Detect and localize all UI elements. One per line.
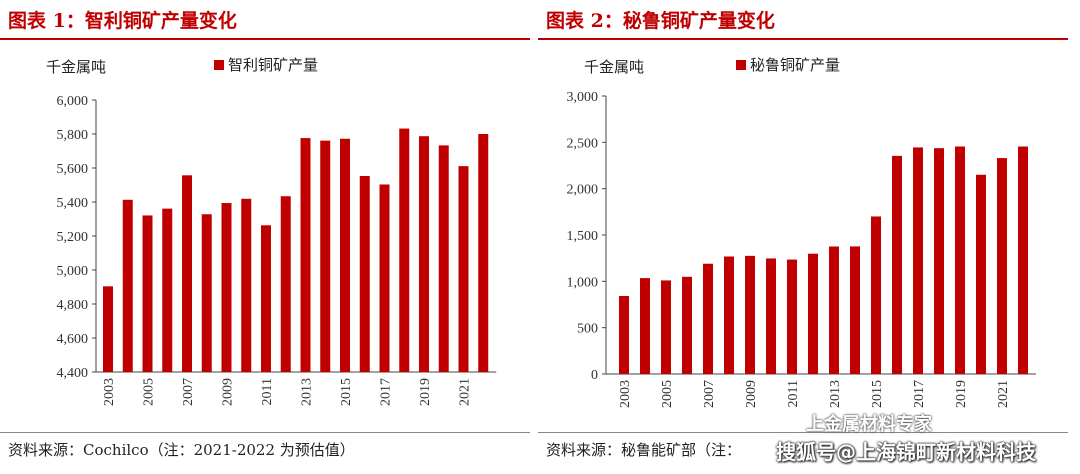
bar-2010 xyxy=(241,198,252,372)
x-tick-label: 2021 xyxy=(996,380,1011,408)
y-tick-label: 4,800 xyxy=(57,298,89,313)
bar-2020 xyxy=(438,145,449,372)
chart-panel-peru: 图表 2：秘鲁铜矿产量变化 千金属吨 秘鲁铜矿产量 0 500 1,000 1,500 2,… xyxy=(538,0,1068,474)
y-tick-label: 5,000 xyxy=(57,264,89,279)
x-tick-label: 2011 xyxy=(260,378,275,405)
y-tick-label: 2,500 xyxy=(567,136,599,151)
bar-2021 xyxy=(997,158,1007,374)
bar-2020 xyxy=(976,174,986,374)
bar-2006 xyxy=(682,276,692,374)
x-tick-label: 2009 xyxy=(744,380,759,408)
chart-title: 图表 2：秘鲁铜矿产量变化 xyxy=(546,10,775,32)
x-tick-label: 2011 xyxy=(786,380,801,407)
bar-2015 xyxy=(340,138,350,372)
x-tick-label: 2013 xyxy=(300,378,315,406)
x-tick-label: 2005 xyxy=(660,380,675,408)
bar-2005 xyxy=(142,215,153,372)
bar-2016 xyxy=(359,175,370,372)
watermark-text: 搜狐号@上海锦町新材料科技 xyxy=(776,440,1036,464)
x-tick-label: 2019 xyxy=(418,378,433,406)
bar-2003 xyxy=(103,286,113,372)
y-tick-label: 5,200 xyxy=(57,230,89,245)
y-tick-label: 5,600 xyxy=(57,162,89,177)
x-tick-label: 2021 xyxy=(458,378,473,406)
y-tick-label: 3,000 xyxy=(567,90,599,105)
x-tick-label: 2007 xyxy=(702,380,717,408)
x-tick-label: 2013 xyxy=(828,380,843,408)
title-rule xyxy=(0,38,530,40)
bar-2018 xyxy=(399,128,410,372)
x-tick-label: 2003 xyxy=(102,378,117,406)
x-tick-label: 2003 xyxy=(618,380,633,408)
x-tick-label: 2007 xyxy=(181,378,196,406)
bar-2004 xyxy=(640,278,650,374)
x-tick-label: 2015 xyxy=(339,378,354,406)
y-tick-label: 4,600 xyxy=(57,332,89,347)
x-tick-label: 2015 xyxy=(870,380,885,408)
y-tick-label: 500 xyxy=(577,322,598,337)
legend-label: 秘鲁铜矿产量 xyxy=(750,56,840,74)
legend-swatch xyxy=(736,60,746,70)
y-tick-label: 5,800 xyxy=(57,128,89,143)
bar-2022 xyxy=(1018,146,1028,374)
y-tick-label: 6,000 xyxy=(57,94,89,109)
bar-2013 xyxy=(829,246,839,374)
bar-2011 xyxy=(261,225,271,372)
y-axis-label: 千金属吨 xyxy=(46,58,106,76)
bar-2011 xyxy=(787,259,797,374)
bar-2019 xyxy=(419,136,429,372)
source-rule xyxy=(538,432,1068,433)
x-tick-label: 2005 xyxy=(142,378,157,406)
y-tick-label: 4,400 xyxy=(57,366,89,381)
bar-2009 xyxy=(745,255,755,374)
y-tick-label: 2,000 xyxy=(567,183,599,198)
bar-2013 xyxy=(300,138,311,372)
x-tick-label: 2009 xyxy=(221,378,236,406)
chart-panel-chile: 图表 1：智利铜矿产量变化 千金属吨 智利铜矿产量 4,400 4,600 4,800 5… xyxy=(0,0,530,474)
bar-2017 xyxy=(913,147,923,374)
title-rule xyxy=(538,38,1068,40)
x-tick-label: 2019 xyxy=(954,380,969,408)
bar-2014 xyxy=(320,140,331,372)
x-tick-label: 2017 xyxy=(379,378,394,406)
bar-2016 xyxy=(892,155,902,374)
y-tick-label: 0 xyxy=(591,368,598,383)
x-tick-label: 2017 xyxy=(912,380,927,408)
bar-2003 xyxy=(619,295,629,374)
legend-label: 智利铜矿产量 xyxy=(228,56,318,74)
peru-copper-chart: 千金属吨 秘鲁铜矿产量 0 500 1,000 1,500 2,000 2,500 3,000 2… xyxy=(567,56,1036,408)
bar-2007 xyxy=(703,263,713,374)
bar-2005 xyxy=(661,280,671,374)
source-note: 资料来源：Cochilco（注：2021-2022 为预估值） xyxy=(8,441,355,459)
bar-2022 xyxy=(478,134,489,372)
y-tick-label: 5,400 xyxy=(57,196,89,211)
bar-2019 xyxy=(955,146,965,374)
source-rule xyxy=(0,432,530,433)
y-tick-label: 1,000 xyxy=(567,275,599,290)
y-tick-label: 1,500 xyxy=(567,229,599,244)
bar-2010 xyxy=(766,258,776,374)
y-axis-label: 千金属吨 xyxy=(584,58,644,76)
legend-swatch xyxy=(214,60,224,70)
bar-2007 xyxy=(182,175,192,372)
chile-copper-chart: 千金属吨 智利铜矿产量 4,400 4,600 4,800 5,000 5,200 5,400… xyxy=(46,56,497,406)
bar-2009 xyxy=(221,203,232,372)
source-note: 资料来源：秘鲁能矿部（注： xyxy=(546,441,742,459)
bar-2012 xyxy=(808,253,818,374)
bar-2008 xyxy=(201,214,212,372)
bar-2012 xyxy=(280,196,291,372)
bar-2021 xyxy=(458,166,469,372)
bar-2006 xyxy=(162,208,173,372)
chart-title: 图表 1：智利铜矿产量变化 xyxy=(8,10,237,32)
bar-2008 xyxy=(724,256,734,374)
bar-2014 xyxy=(850,246,860,374)
bar-2004 xyxy=(122,199,133,372)
bar-2017 xyxy=(379,184,390,372)
bar-2015 xyxy=(871,216,881,374)
bar-2018 xyxy=(934,148,944,374)
watermark-brand: 上金属材料专家 xyxy=(806,414,932,435)
